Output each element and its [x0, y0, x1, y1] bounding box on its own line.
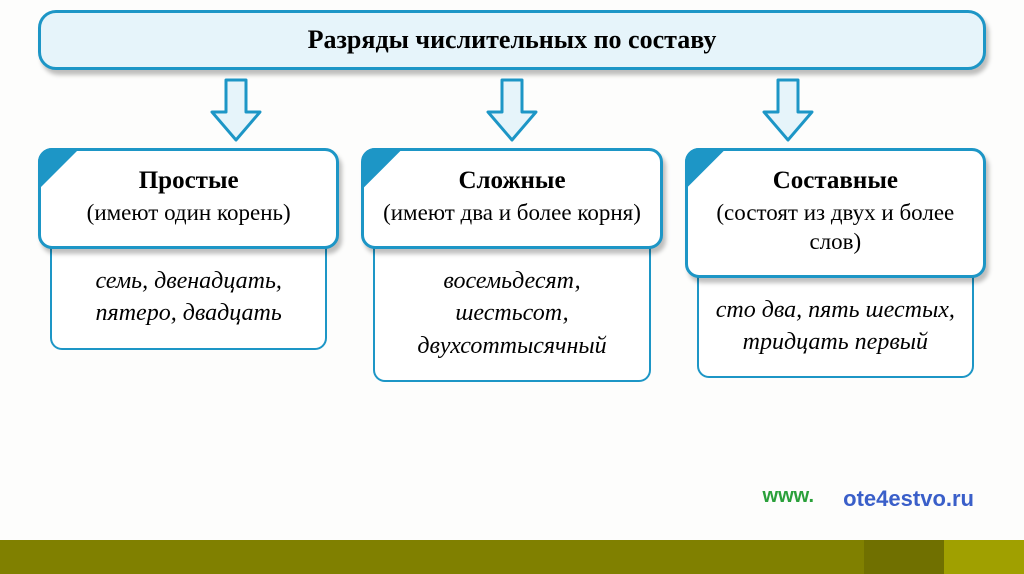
arrow-down-icon	[208, 78, 264, 148]
card-examples: семь, двенадцать, пятеро, двадцать	[50, 239, 327, 350]
footer-strip	[0, 540, 1024, 574]
column-complex: Сложные (имеют два и более корня) восемь…	[361, 148, 662, 382]
diagram-container: Разряды числительных по составу Простые …	[0, 0, 1024, 382]
card-subtitle: (состоят из двух и более слов)	[702, 199, 969, 257]
card-examples: сто два, пять шестых, тридцать первый	[697, 268, 974, 379]
column-simple: Простые (имеют один корень) семь, двенад…	[38, 148, 339, 382]
column-compound: Составные (состоят из двух и более слов)…	[685, 148, 986, 382]
card-header-simple: Простые (имеют один корень)	[38, 148, 339, 249]
watermark-text: www.	[763, 485, 814, 508]
card-title: Составные	[702, 167, 969, 195]
card-examples: восемьдесят, шестьсот, двухсоттысяч­ный	[373, 239, 650, 382]
diagram-title-box: Разряды числительных по составу	[38, 10, 986, 70]
arrow-down-icon	[484, 78, 540, 148]
card-title: Простые	[55, 167, 322, 195]
columns-row: Простые (имеют один корень) семь, двенад…	[38, 148, 986, 382]
arrow-down-icon	[760, 78, 816, 148]
diagram-title: Разряды числительных по составу	[308, 25, 717, 54]
card-subtitle: (имеют два и более корня)	[378, 199, 645, 228]
card-header-complex: Сложные (имеют два и более корня)	[361, 148, 662, 249]
card-subtitle: (имеют один корень)	[55, 199, 322, 228]
watermark-text: ote4estvo.ru	[843, 486, 974, 512]
card-title: Сложные	[378, 167, 645, 195]
card-header-compound: Составные (состоят из двух и более слов)	[685, 148, 986, 278]
arrows-row	[38, 78, 986, 148]
